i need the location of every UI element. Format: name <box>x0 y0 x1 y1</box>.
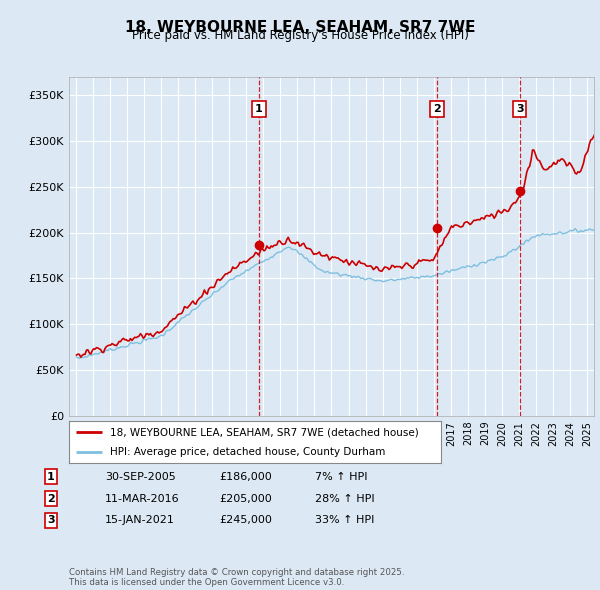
Text: 18, WEYBOURNE LEA, SEAHAM, SR7 7WE: 18, WEYBOURNE LEA, SEAHAM, SR7 7WE <box>125 20 475 35</box>
Text: £186,000: £186,000 <box>219 472 272 481</box>
Text: 3: 3 <box>516 104 523 114</box>
Text: 33% ↑ HPI: 33% ↑ HPI <box>315 516 374 525</box>
Text: 15-JAN-2021: 15-JAN-2021 <box>105 516 175 525</box>
Text: 1: 1 <box>255 104 263 114</box>
Text: 28% ↑ HPI: 28% ↑ HPI <box>315 494 374 503</box>
Text: Price paid vs. HM Land Registry's House Price Index (HPI): Price paid vs. HM Land Registry's House … <box>131 30 469 42</box>
Text: £205,000: £205,000 <box>219 494 272 503</box>
Text: 2: 2 <box>47 494 55 503</box>
Text: 2: 2 <box>433 104 441 114</box>
Text: HPI: Average price, detached house, County Durham: HPI: Average price, detached house, Coun… <box>110 447 385 457</box>
Text: 7% ↑ HPI: 7% ↑ HPI <box>315 472 367 481</box>
Text: Contains HM Land Registry data © Crown copyright and database right 2025.
This d: Contains HM Land Registry data © Crown c… <box>69 568 404 587</box>
Text: 30-SEP-2005: 30-SEP-2005 <box>105 472 176 481</box>
Text: 11-MAR-2016: 11-MAR-2016 <box>105 494 179 503</box>
Text: 3: 3 <box>47 516 55 525</box>
Text: 1: 1 <box>47 472 55 481</box>
Text: £245,000: £245,000 <box>219 516 272 525</box>
Text: 18, WEYBOURNE LEA, SEAHAM, SR7 7WE (detached house): 18, WEYBOURNE LEA, SEAHAM, SR7 7WE (deta… <box>110 427 419 437</box>
